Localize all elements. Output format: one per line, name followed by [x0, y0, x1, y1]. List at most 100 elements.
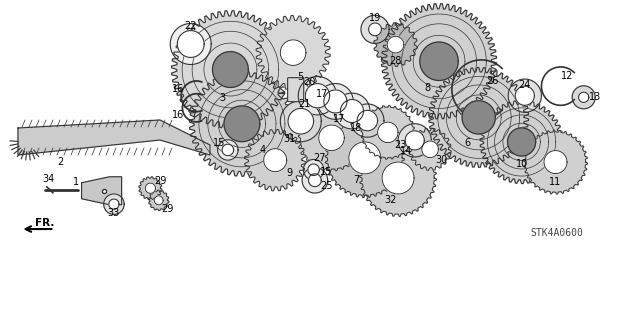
Text: 29: 29: [161, 204, 174, 214]
Polygon shape: [361, 106, 415, 159]
Polygon shape: [256, 16, 330, 90]
Text: 13: 13: [589, 92, 602, 102]
Polygon shape: [317, 84, 353, 119]
Polygon shape: [351, 104, 384, 137]
Text: 27: 27: [314, 153, 326, 163]
Polygon shape: [405, 131, 424, 150]
Polygon shape: [369, 23, 381, 36]
Polygon shape: [264, 149, 287, 172]
Polygon shape: [378, 122, 398, 143]
Polygon shape: [280, 40, 306, 65]
Text: 20: 20: [303, 77, 316, 87]
Polygon shape: [524, 130, 588, 194]
Text: 5: 5: [298, 72, 304, 82]
Polygon shape: [148, 190, 169, 211]
Polygon shape: [109, 199, 119, 209]
Polygon shape: [177, 31, 204, 57]
Polygon shape: [224, 106, 260, 142]
Text: 15: 15: [212, 138, 225, 148]
Polygon shape: [145, 183, 156, 193]
Text: 26: 26: [486, 76, 499, 86]
Polygon shape: [308, 174, 321, 187]
Polygon shape: [334, 93, 370, 129]
Polygon shape: [361, 15, 389, 43]
Polygon shape: [349, 142, 381, 174]
Polygon shape: [579, 92, 589, 102]
Text: 29: 29: [154, 176, 166, 186]
Text: 3: 3: [220, 93, 226, 103]
Text: 9: 9: [286, 168, 292, 178]
FancyBboxPatch shape: [287, 78, 304, 102]
Polygon shape: [572, 86, 595, 109]
Polygon shape: [515, 86, 534, 105]
Text: 1: 1: [72, 177, 79, 187]
Text: 15: 15: [320, 167, 333, 177]
Polygon shape: [288, 108, 314, 134]
Text: 10: 10: [515, 159, 528, 169]
Polygon shape: [139, 177, 162, 200]
Polygon shape: [544, 151, 567, 174]
Polygon shape: [303, 160, 324, 180]
Polygon shape: [302, 167, 328, 193]
Text: 24: 24: [518, 80, 531, 91]
Text: 16: 16: [172, 110, 184, 120]
Text: 28: 28: [389, 56, 402, 66]
Text: STK4A0600: STK4A0600: [531, 228, 583, 238]
Polygon shape: [308, 164, 319, 175]
Text: 21: 21: [298, 99, 311, 109]
Polygon shape: [429, 68, 529, 167]
Polygon shape: [319, 125, 344, 151]
Text: 12: 12: [561, 71, 573, 81]
Polygon shape: [374, 23, 417, 66]
Text: 11: 11: [549, 177, 562, 187]
Polygon shape: [82, 177, 122, 205]
Polygon shape: [387, 36, 404, 53]
Polygon shape: [325, 118, 404, 197]
Polygon shape: [305, 84, 330, 108]
Polygon shape: [154, 196, 163, 205]
Polygon shape: [172, 11, 289, 128]
Polygon shape: [222, 144, 234, 156]
Text: 23: 23: [394, 140, 406, 150]
Text: 32: 32: [384, 195, 397, 205]
Polygon shape: [508, 128, 536, 156]
Polygon shape: [212, 52, 248, 87]
Text: 8: 8: [424, 83, 431, 93]
Polygon shape: [480, 100, 563, 183]
Text: 18: 18: [349, 122, 362, 133]
Polygon shape: [218, 140, 238, 160]
Polygon shape: [170, 24, 211, 64]
Text: 33: 33: [108, 208, 120, 218]
Polygon shape: [298, 105, 365, 171]
Text: 17: 17: [316, 89, 329, 99]
Text: 34: 34: [42, 174, 54, 184]
Polygon shape: [409, 128, 451, 170]
Polygon shape: [420, 42, 458, 80]
Text: 25: 25: [320, 181, 333, 191]
Polygon shape: [104, 194, 124, 214]
Polygon shape: [298, 77, 337, 115]
Polygon shape: [382, 162, 414, 194]
Text: 22: 22: [184, 21, 197, 31]
Polygon shape: [360, 140, 436, 216]
Polygon shape: [508, 79, 541, 112]
Polygon shape: [340, 100, 364, 122]
Text: 6: 6: [464, 138, 470, 148]
Text: 17: 17: [333, 114, 346, 124]
Polygon shape: [422, 141, 438, 158]
Text: FR.: FR.: [35, 218, 54, 228]
Polygon shape: [18, 120, 210, 155]
Polygon shape: [189, 71, 294, 176]
Polygon shape: [357, 110, 378, 131]
Polygon shape: [280, 101, 321, 142]
Text: 7: 7: [353, 175, 359, 185]
Polygon shape: [244, 130, 306, 191]
Text: 30: 30: [435, 155, 448, 165]
Polygon shape: [324, 90, 347, 113]
Polygon shape: [462, 101, 495, 134]
Polygon shape: [381, 4, 497, 119]
Text: 19: 19: [369, 12, 381, 23]
Text: 2: 2: [58, 157, 64, 167]
Text: 16: 16: [172, 84, 184, 94]
Text: 31: 31: [283, 134, 296, 144]
